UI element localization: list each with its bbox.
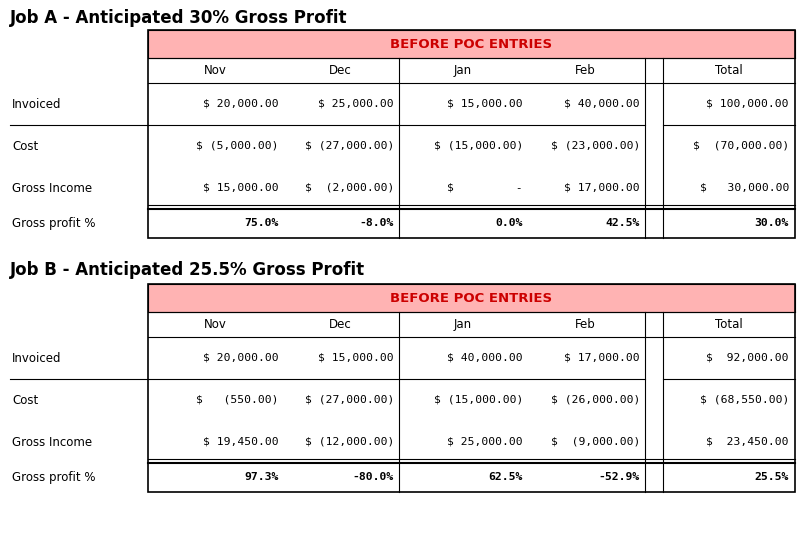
Text: $  (2,000.00): $ (2,000.00) — [305, 183, 394, 193]
Text: BEFORE POC ENTRIES: BEFORE POC ENTRIES — [391, 37, 553, 50]
Text: Total: Total — [715, 318, 743, 331]
Text: Dec: Dec — [329, 318, 352, 331]
Text: Gross Income: Gross Income — [12, 181, 92, 195]
Text: 25.5%: 25.5% — [755, 472, 789, 483]
Text: 75.0%: 75.0% — [244, 218, 279, 228]
Bar — [148, 30, 795, 58]
Text: Job B - Anticipated 25.5% Gross Profit: Job B - Anticipated 25.5% Gross Profit — [10, 261, 365, 279]
Text: $ (23,000.00): $ (23,000.00) — [551, 141, 640, 151]
Text: Gross Income: Gross Income — [12, 435, 92, 448]
Text: $ 15,000.00: $ 15,000.00 — [203, 183, 279, 193]
Text: -80.0%: -80.0% — [353, 472, 394, 483]
Text: $ (5,000.00): $ (5,000.00) — [197, 141, 279, 151]
Text: $ 15,000.00: $ 15,000.00 — [319, 353, 394, 363]
Text: $ 40,000.00: $ 40,000.00 — [565, 99, 640, 109]
Text: Nov: Nov — [204, 64, 227, 77]
Bar — [148, 30, 795, 238]
Text: Total: Total — [715, 64, 743, 77]
Text: $ (15,000.00): $ (15,000.00) — [434, 395, 523, 405]
Text: $ 20,000.00: $ 20,000.00 — [203, 99, 279, 109]
Text: Gross profit %: Gross profit % — [12, 217, 95, 230]
Text: -52.9%: -52.9% — [599, 472, 640, 483]
Text: $ (26,000.00): $ (26,000.00) — [551, 395, 640, 405]
Text: Feb: Feb — [575, 64, 596, 77]
Text: 42.5%: 42.5% — [606, 218, 640, 228]
Text: $  23,450.00: $ 23,450.00 — [706, 437, 789, 447]
Text: $  (9,000.00): $ (9,000.00) — [551, 437, 640, 447]
Text: $ 40,000.00: $ 40,000.00 — [447, 353, 523, 363]
Text: 62.5%: 62.5% — [489, 472, 523, 483]
Text: $ 25,000.00: $ 25,000.00 — [319, 99, 394, 109]
Text: $ 100,000.00: $ 100,000.00 — [706, 99, 789, 109]
Text: Cost: Cost — [12, 394, 38, 407]
Text: Cost: Cost — [12, 140, 38, 152]
Text: Jan: Jan — [454, 318, 472, 331]
Text: Invoiced: Invoiced — [12, 97, 61, 111]
Text: $ 17,000.00: $ 17,000.00 — [565, 353, 640, 363]
Text: $  (70,000.00): $ (70,000.00) — [693, 141, 789, 151]
Text: $ (27,000.00): $ (27,000.00) — [305, 395, 394, 405]
Text: $ 15,000.00: $ 15,000.00 — [447, 99, 523, 109]
Text: $   30,000.00: $ 30,000.00 — [700, 183, 789, 193]
Text: Feb: Feb — [575, 318, 596, 331]
Bar — [148, 284, 795, 492]
Text: $ 25,000.00: $ 25,000.00 — [447, 437, 523, 447]
Text: $ (27,000.00): $ (27,000.00) — [305, 141, 394, 151]
Text: Job A - Anticipated 30% Gross Profit: Job A - Anticipated 30% Gross Profit — [10, 9, 348, 27]
Text: Nov: Nov — [204, 318, 227, 331]
Text: $ (15,000.00): $ (15,000.00) — [434, 141, 523, 151]
Text: $ (68,550.00): $ (68,550.00) — [700, 395, 789, 405]
Text: $ 17,000.00: $ 17,000.00 — [565, 183, 640, 193]
Text: BEFORE POC ENTRIES: BEFORE POC ENTRIES — [391, 292, 553, 304]
Text: $ (12,000.00): $ (12,000.00) — [305, 437, 394, 447]
Text: $         -: $ - — [447, 183, 523, 193]
Text: $   (550.00): $ (550.00) — [197, 395, 279, 405]
Text: 30.0%: 30.0% — [755, 218, 789, 228]
Text: $ 20,000.00: $ 20,000.00 — [203, 353, 279, 363]
Text: -8.0%: -8.0% — [360, 218, 394, 228]
Text: Gross profit %: Gross profit % — [12, 471, 95, 484]
Text: 97.3%: 97.3% — [244, 472, 279, 483]
Bar — [148, 284, 795, 312]
Text: Dec: Dec — [329, 64, 352, 77]
Text: $ 19,450.00: $ 19,450.00 — [203, 437, 279, 447]
Text: Invoiced: Invoiced — [12, 351, 61, 364]
Text: $  92,000.00: $ 92,000.00 — [706, 353, 789, 363]
Text: Jan: Jan — [454, 64, 472, 77]
Text: 0.0%: 0.0% — [495, 218, 523, 228]
